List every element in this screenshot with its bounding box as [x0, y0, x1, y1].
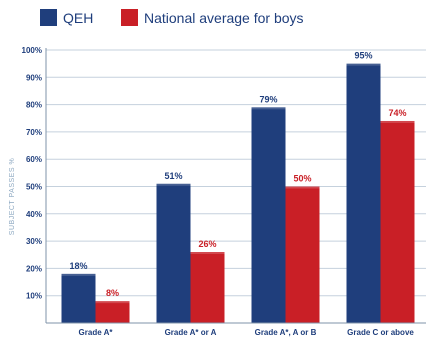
y-tick-label: 10%: [26, 292, 42, 301]
x-category-label: Grade C or above: [347, 328, 414, 337]
bar-value-label: 8%: [106, 288, 119, 298]
y-tick-label: 90%: [26, 73, 42, 82]
bar-value-label: 95%: [354, 51, 372, 61]
bar-national-0: [95, 301, 130, 323]
bar-national-3: [380, 120, 415, 323]
y-tick-label: 30%: [26, 237, 42, 246]
bar-highlight: [285, 186, 320, 189]
bar-value-label: 50%: [293, 174, 311, 184]
legend: QEH National average for boys: [40, 9, 304, 26]
bar-qeh-3: [346, 63, 381, 324]
bar-highlight: [380, 120, 415, 123]
y-tick-label: 50%: [26, 183, 42, 192]
y-tick-labels: 10% 20% 30% 40% 50% 60% 70% 80% 90% 100%: [22, 46, 42, 301]
y-tick-label: 100%: [22, 46, 42, 55]
bar-value-label: 18%: [69, 261, 87, 271]
legend-label-national: National average for boys: [144, 10, 304, 26]
y-tick-label: 40%: [26, 210, 42, 219]
legend-swatch-qeh: [40, 9, 57, 26]
bar-highlight: [95, 301, 130, 304]
x-category-label: Grade A*: [79, 328, 114, 337]
grid-lines: [46, 49, 426, 297]
bar-highlight: [251, 107, 286, 110]
bar-qeh-2: [251, 107, 286, 323]
bar-national-1: [190, 252, 225, 323]
legend-swatch-national: [121, 9, 138, 26]
axes: [45, 48, 426, 324]
bar-value-label: 79%: [259, 94, 277, 104]
bar-national-2: [285, 186, 320, 323]
y-tick-label: 80%: [26, 101, 42, 110]
bar-highlight: [61, 273, 96, 276]
bar-value-label: 26%: [198, 239, 216, 249]
x-category-label: Grade A* or A: [165, 328, 217, 337]
bar-highlight: [156, 183, 191, 186]
y-axis-label: SUBJECT PASSES %: [9, 158, 16, 235]
x-category-label: Grade A*, A or B: [255, 328, 317, 337]
bar-value-label: 74%: [388, 108, 406, 118]
bar-highlight: [346, 63, 381, 66]
bar-highlight: [190, 252, 225, 255]
bar-value-labels: 18% 8% 51% 26% 79% 50% 95% 74%: [69, 51, 406, 299]
x-category-labels: Grade A* Grade A* or A Grade A*, A or B Gra…: [79, 328, 415, 337]
bars: [61, 63, 415, 324]
y-tick-label: 60%: [26, 155, 42, 164]
bar-value-label: 51%: [164, 171, 182, 181]
y-tick-label: 20%: [26, 264, 42, 273]
bar-qeh-1: [156, 183, 191, 323]
legend-label-qeh: QEH: [63, 10, 93, 26]
bar-qeh-0: [61, 273, 96, 323]
y-tick-label: 70%: [26, 128, 42, 137]
